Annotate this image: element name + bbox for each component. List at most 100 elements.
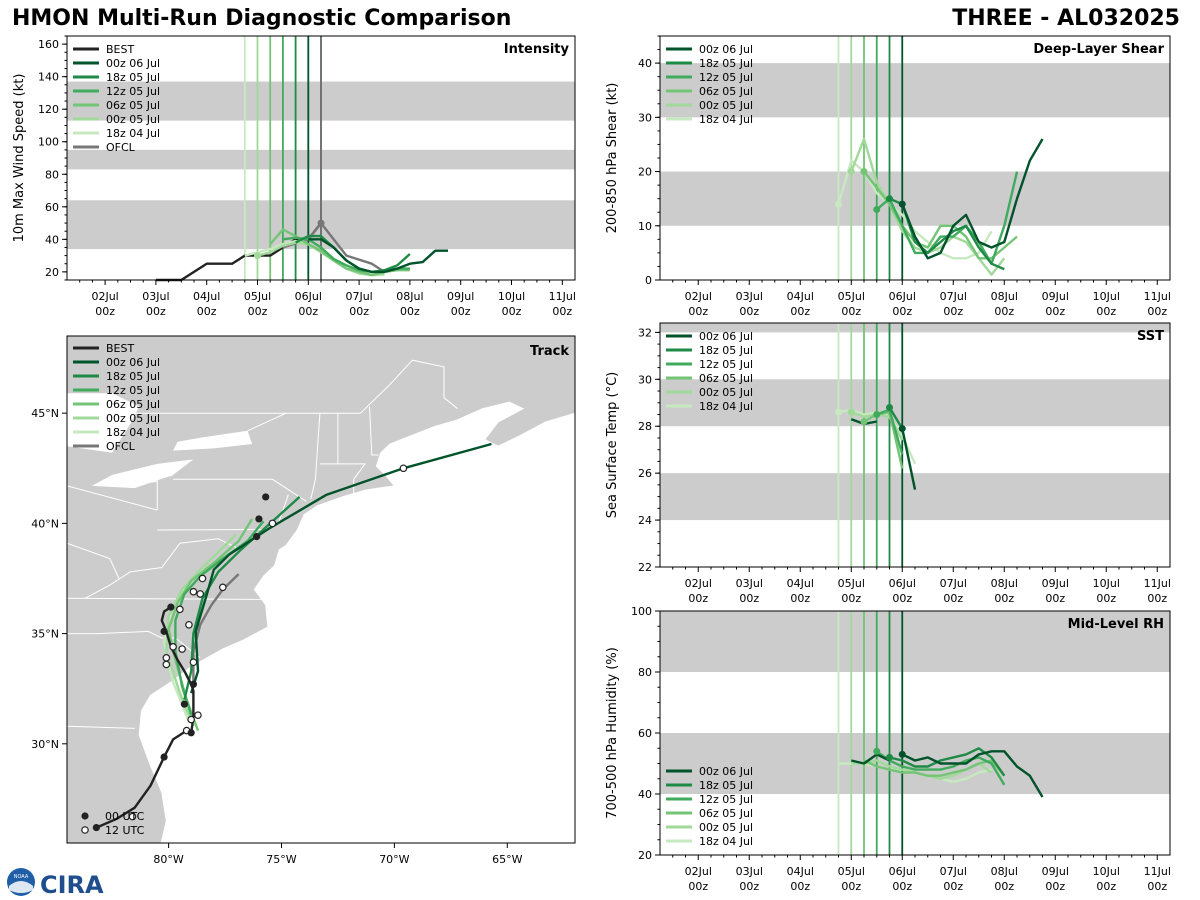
legend-label-12utc: 12 UTC <box>105 824 145 837</box>
track-map <box>56 336 575 843</box>
sst-ylabel: Sea Surface Temp (°C) <box>605 372 620 519</box>
intensity-init-marker <box>317 219 325 227</box>
shear-xtick-label-sub: 00z <box>1147 305 1167 318</box>
shear-legend-label: 12z 05 Jul <box>699 71 753 84</box>
sst-ytick-label: 26 <box>638 467 652 480</box>
rh-init-marker <box>873 747 881 755</box>
intensity-xtick-label: 11Jul <box>549 290 576 303</box>
rh-series-00z-06-jul <box>901 750 1044 798</box>
intensity-title: Intensity <box>504 42 570 57</box>
rh-xtick-label-sub: 00z <box>1045 880 1065 893</box>
shear-xtick-label-sub: 00z <box>892 305 912 318</box>
cira-logo-text: CIRA <box>40 871 104 896</box>
rh-xtick-label: 11Jul <box>1144 865 1171 878</box>
sst-legend-label: 00z 06 Jul <box>699 330 753 343</box>
rh-xtick-label-sub: 00z <box>943 880 963 893</box>
intensity-xtick-label-sub: 00z <box>146 305 166 318</box>
sst-chart: 22 24 26 28 30 32 02Jul 00z 03Jul 00z 04Jul 00z 05Ju… <box>605 322 1171 605</box>
rh-ytick-label: 80 <box>638 666 652 679</box>
shear-xtick-label: 10Jul <box>1093 290 1120 303</box>
sst-init-marker <box>835 408 842 416</box>
intensity-xtick-label-sub: 00z <box>552 305 572 318</box>
shear-chart: 0 10 20 30 40 02Jul 00z 03Jul 00z 04Jul 00z 05Jul 00… <box>605 35 1171 318</box>
legend-label-00utc: 00 UTC <box>105 810 145 823</box>
legend-point-12utc <box>81 826 89 834</box>
rh-band <box>660 733 1170 794</box>
intensity-xtick-label-sub: 00z <box>502 305 522 318</box>
rh-xtick-label-sub: 00z <box>994 880 1014 893</box>
intensity-xtick-label: 07Jul <box>345 290 372 303</box>
sst-ytick-label: 24 <box>638 514 652 527</box>
intensity-xtick-label: 09Jul <box>447 290 474 303</box>
state-border <box>310 413 321 500</box>
shear-legend-label: 00z 06 Jul <box>699 43 753 56</box>
track-point-00utc <box>92 823 100 832</box>
track-point-12utc <box>196 590 205 598</box>
rh-ytick-label: 20 <box>638 849 652 862</box>
track-frame <box>66 335 576 844</box>
rh-ytick-label: 100 <box>631 605 652 618</box>
noaa-wave-icon <box>9 881 33 893</box>
shear-init-marker <box>860 168 868 176</box>
shear-legend-label: 00z 05 Jul <box>699 99 753 112</box>
rh-series-12z-05-jul <box>876 750 1006 786</box>
intensity-xtick-label-sub: 00z <box>248 305 268 318</box>
sst-init-marker <box>886 403 893 411</box>
intensity-ylabel: 10m Max Wind Speed (kt) <box>12 74 27 243</box>
rh-legend-label: 06z 05 Jul <box>699 807 753 820</box>
track-legend-label: OFCL <box>106 440 136 453</box>
sst-xtick-label-sub: 00z <box>1045 592 1065 605</box>
state-border <box>157 529 264 531</box>
shear-band <box>660 171 1170 226</box>
lake <box>67 393 140 453</box>
state-border <box>67 725 135 729</box>
shear-xtick-label: 03Jul <box>736 290 763 303</box>
intensity-legend-label: 00z 06 Jul <box>106 57 160 70</box>
rh-legend-label: 12z 05 Jul <box>699 793 753 806</box>
sst-xtick-label: 02Jul <box>685 577 712 590</box>
rh-xtick-label-sub: 00z <box>739 880 759 893</box>
storm-title: THREE - AL032025 <box>952 6 1180 31</box>
intensity-xtick-label: 03Jul <box>142 290 169 303</box>
intensity-init-marker <box>254 252 261 260</box>
shear-ylabel: 200-850 hPa Shear (kt) <box>605 83 620 234</box>
state-border <box>109 481 158 487</box>
shear-init-marker <box>873 206 881 214</box>
intensity-ytick-label: 20 <box>45 266 59 279</box>
sst-xtick-label-sub: 00z <box>994 592 1014 605</box>
rh-xtick-label: 05Jul <box>838 865 865 878</box>
sst-series-18z-05-jul <box>888 406 904 430</box>
track-legend-label: 12z 05 Jul <box>106 384 160 397</box>
rh-ytick-label: 40 <box>638 788 652 801</box>
sst-band <box>660 379 1170 427</box>
sst-legend-label: 06z 05 Jul <box>699 372 753 385</box>
intensity-ytick-label: 40 <box>45 233 59 246</box>
rh-xtick-label-sub: 00z <box>1096 880 1116 893</box>
rh-legend-label: 00z 06 Jul <box>699 765 753 778</box>
legend-point-00utc <box>81 812 89 820</box>
rh-legend-label: 00z 05 Jul <box>699 821 753 834</box>
lake <box>56 336 67 380</box>
track-point-12utc <box>169 643 177 651</box>
track-point-00utc <box>262 493 270 501</box>
intensity-ytick-label: 80 <box>45 168 59 181</box>
sst-band <box>660 473 1170 521</box>
state-border <box>369 406 379 456</box>
rh-xtick-label: 04Jul <box>787 865 814 878</box>
intensity-xtick-label-sub: 00z <box>349 305 369 318</box>
track-series-00z-06-jul <box>190 442 492 694</box>
intensity-legend-label: BEST <box>106 43 134 56</box>
track-point-12utc <box>218 583 227 592</box>
state-border <box>98 630 201 659</box>
rh-init-marker <box>886 753 893 761</box>
intensity-xtick-label-sub: 00z <box>451 305 471 318</box>
sst-init-marker <box>847 408 855 416</box>
shear-init-marker <box>847 168 855 176</box>
intensity-legend-label: OFCL <box>106 141 136 154</box>
track-series-00z-05-jul <box>165 533 238 727</box>
noaa-emblem-text: NOAA <box>14 874 29 880</box>
sst-xtick-label-sub: 00z <box>739 592 759 605</box>
